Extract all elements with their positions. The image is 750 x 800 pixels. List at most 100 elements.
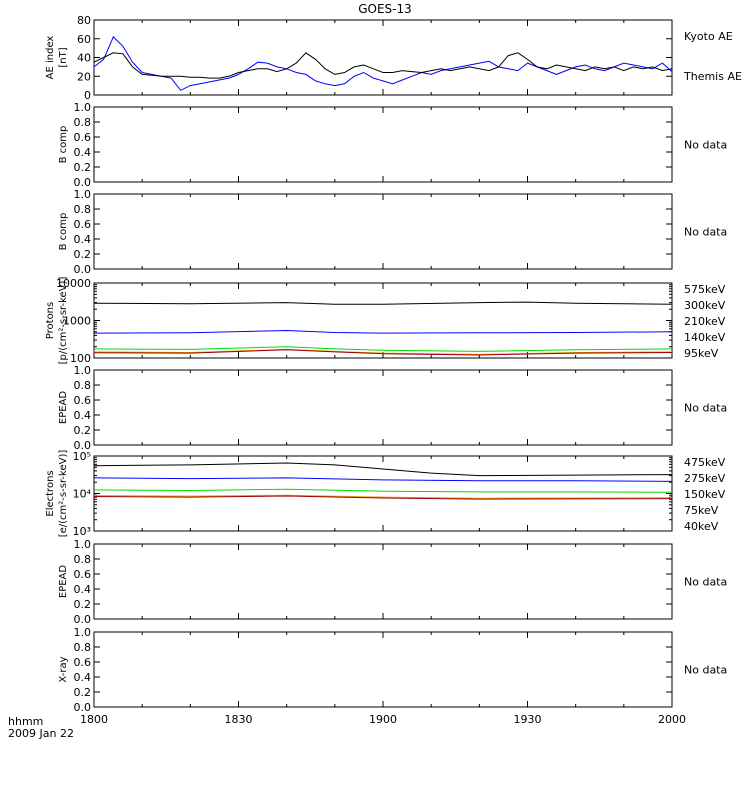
figure-title: GOES-13: [358, 2, 412, 16]
y-tick-label: 0.8: [74, 379, 92, 392]
series-line-themis-ae: [93, 52, 673, 79]
y-tick-label: 10000: [56, 277, 91, 290]
y-axis-title: X-ray: [58, 656, 69, 682]
y-tick-label: 10⁴: [73, 488, 92, 501]
series-line-150kev: [93, 488, 673, 493]
legend-entry: 95keV: [684, 347, 719, 360]
y-tick-label: 0.6: [74, 568, 92, 581]
legend-entry: 140keV: [684, 331, 726, 344]
y-tick-label: 1.0: [74, 364, 92, 377]
y-tick-label: 0.0: [74, 439, 92, 452]
y-axis-title: Protons: [45, 302, 56, 339]
y-tick-label: 1000: [63, 315, 91, 328]
panel-frame: [93, 631, 673, 708]
y-tick-label: 10⁵: [73, 450, 91, 463]
y-tick-label: 0.8: [74, 641, 92, 654]
y-axis-title: Electrons: [45, 470, 56, 516]
series-line-kyoto-ae: [93, 36, 673, 91]
legend-entry: 150keV: [684, 488, 726, 501]
series-line-95kev: [93, 301, 673, 305]
legend-entry: 210keV: [684, 315, 726, 328]
panel-2: 0.0 0.2 0.4 0.6 0.8 1.0 B comp No data: [58, 101, 727, 189]
no-data-note: No data: [684, 402, 727, 415]
panel-8: 0.0 0.2 0.4 0.6 0.8 1.0 X-ray No data: [58, 626, 727, 714]
panel-frame: [93, 282, 673, 359]
y-tick-label: 0.6: [74, 656, 92, 669]
x-tick-label: 1900: [369, 713, 397, 726]
series-line-275kev: [93, 494, 673, 499]
panel-frame: [93, 19, 673, 96]
y-tick-label: 0.8: [74, 203, 92, 216]
y-tick-label: 60: [77, 33, 91, 46]
y-axis-title: AE index: [45, 36, 56, 80]
panel-frame: [93, 543, 673, 620]
no-data-note: No data: [684, 664, 727, 677]
series-line-210kev: [93, 346, 673, 352]
panel-1: 0 20 40 60 80 AE index [nT] Kyoto AE Themis AE: [45, 14, 742, 102]
y-axis-units: [e/(cm²-s-sr-keV)]: [58, 450, 69, 538]
series-line-140kev: [93, 329, 673, 334]
y-tick-label: 1.0: [74, 101, 92, 114]
panel-frame: [93, 193, 673, 270]
panel-3: 0.0 0.2 0.4 0.6 0.8 1.0 B comp No data: [58, 188, 727, 276]
y-tick-label: 0: [84, 89, 91, 102]
series-line-75kev: [93, 477, 673, 482]
panel-stack: 0 20 40 60 80 AE index [nT] Kyoto AE Themis AE 0.…: [45, 14, 742, 726]
y-tick-label: 40: [77, 52, 91, 65]
panel-5: 0.0 0.2 0.4 0.6 0.8 1.0 EPEAD No data: [58, 364, 727, 452]
y-tick-label: 0.2: [74, 161, 92, 174]
y-tick-label: 1.0: [74, 188, 92, 201]
y-axis-units: [nT]: [58, 47, 69, 67]
y-tick-label: 0.4: [74, 409, 92, 422]
x-tick-label: 1800: [80, 713, 108, 726]
y-tick-label: 10³: [73, 525, 91, 538]
date-label: 2009 Jan 22: [8, 727, 74, 740]
panel-4: 100 1000 10000 Protons [p/(cm²-s-sr-keV)] 575…: [45, 277, 726, 365]
y-tick-label: 1.0: [74, 626, 92, 639]
y-tick-label: 0.4: [74, 671, 92, 684]
y-tick-label: 0.2: [74, 686, 92, 699]
y-tick-label: 0.2: [74, 424, 92, 437]
y-tick-label: 0.6: [74, 218, 92, 231]
series-line-575kev: [93, 349, 673, 356]
y-tick-label: 0.0: [74, 176, 92, 189]
y-tick-label: 0.6: [74, 131, 92, 144]
no-data-note: No data: [684, 576, 727, 589]
y-tick-label: 0.4: [74, 233, 92, 246]
legend-entry: 475keV: [684, 456, 726, 469]
y-tick-label: 0.2: [74, 598, 92, 611]
legend-entry: 300keV: [684, 299, 726, 312]
y-axis-title: EPEAD: [58, 391, 69, 425]
y-axis-units: [p/(cm²-s-sr-keV)]: [58, 277, 69, 365]
panel-6: 10³ 10⁴ 10⁵ Electrons [e/(cm²-s-sr-keV)] 475k…: [45, 450, 726, 538]
y-tick-label: 0.4: [74, 146, 92, 159]
legend-entry: 40keV: [684, 520, 719, 533]
panel-frame: [93, 106, 673, 183]
x-tick-label: 1830: [225, 713, 253, 726]
y-tick-label: 0.6: [74, 394, 92, 407]
x-tick-label: 1930: [514, 713, 542, 726]
panel-7: 0.0 0.2 0.4 0.6 0.8 1.0 EPEAD No data: [58, 538, 727, 626]
y-tick-label: 0.8: [74, 553, 92, 566]
no-data-note: No data: [684, 226, 727, 239]
y-axis-title: EPEAD: [58, 565, 69, 599]
panel-frame: [93, 455, 673, 532]
legend-entry: Kyoto AE: [684, 30, 733, 43]
legend-entry: Themis AE: [683, 70, 742, 83]
series-line-300kev: [93, 348, 673, 355]
y-tick-label: 0.2: [74, 248, 92, 261]
y-axis-title: B comp: [58, 126, 69, 164]
y-tick-label: 0.8: [74, 116, 92, 129]
legend-entry: 75keV: [684, 504, 719, 517]
x-tick-label: 2000: [658, 713, 686, 726]
y-tick-label: 100: [70, 352, 91, 365]
y-tick-label: 80: [77, 14, 91, 27]
legend-entry: 575keV: [684, 283, 726, 296]
x-axis-units-label: hhmm: [8, 715, 43, 728]
y-tick-label: 0.0: [74, 263, 92, 276]
legend-entry: 275keV: [684, 472, 726, 485]
series-line-475kev: [93, 495, 673, 500]
no-data-note: No data: [684, 139, 727, 152]
panel-frame: [93, 369, 673, 446]
y-tick-label: 20: [77, 70, 91, 83]
